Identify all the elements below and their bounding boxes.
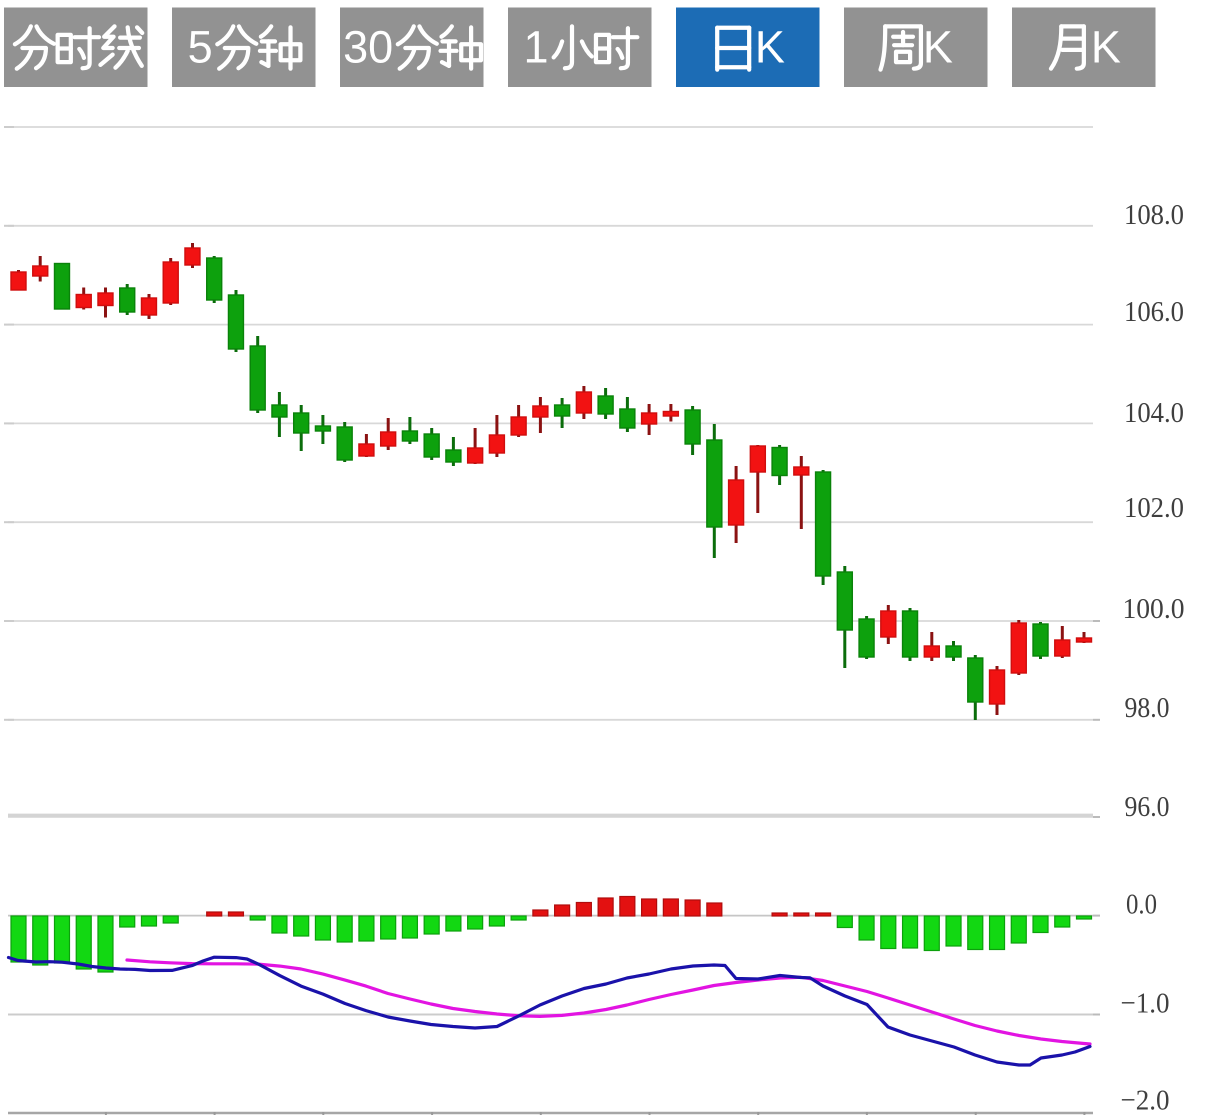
svg-text:0.0: 0.0 [1126,889,1157,921]
svg-text:K: K [923,22,953,73]
svg-text:3: 3 [343,22,368,73]
svg-text:96.0: 96.0 [1125,791,1170,823]
svg-text:106.0: 106.0 [1124,296,1184,328]
svg-text:104.0: 104.0 [1124,397,1184,429]
svg-text:0: 0 [368,22,393,73]
svg-text:102.0: 102.0 [1124,492,1184,524]
svg-text:5: 5 [188,22,213,73]
svg-text:1: 1 [524,22,549,73]
svg-text:−2.0: −2.0 [1121,1085,1170,1115]
svg-text:K: K [1091,22,1121,73]
svg-text:108.0: 108.0 [1124,199,1184,231]
svg-text:K: K [755,22,785,73]
svg-text:−1.0: −1.0 [1121,988,1170,1020]
svg-text:98.0: 98.0 [1125,692,1170,724]
svg-text:100.0: 100.0 [1123,593,1185,625]
